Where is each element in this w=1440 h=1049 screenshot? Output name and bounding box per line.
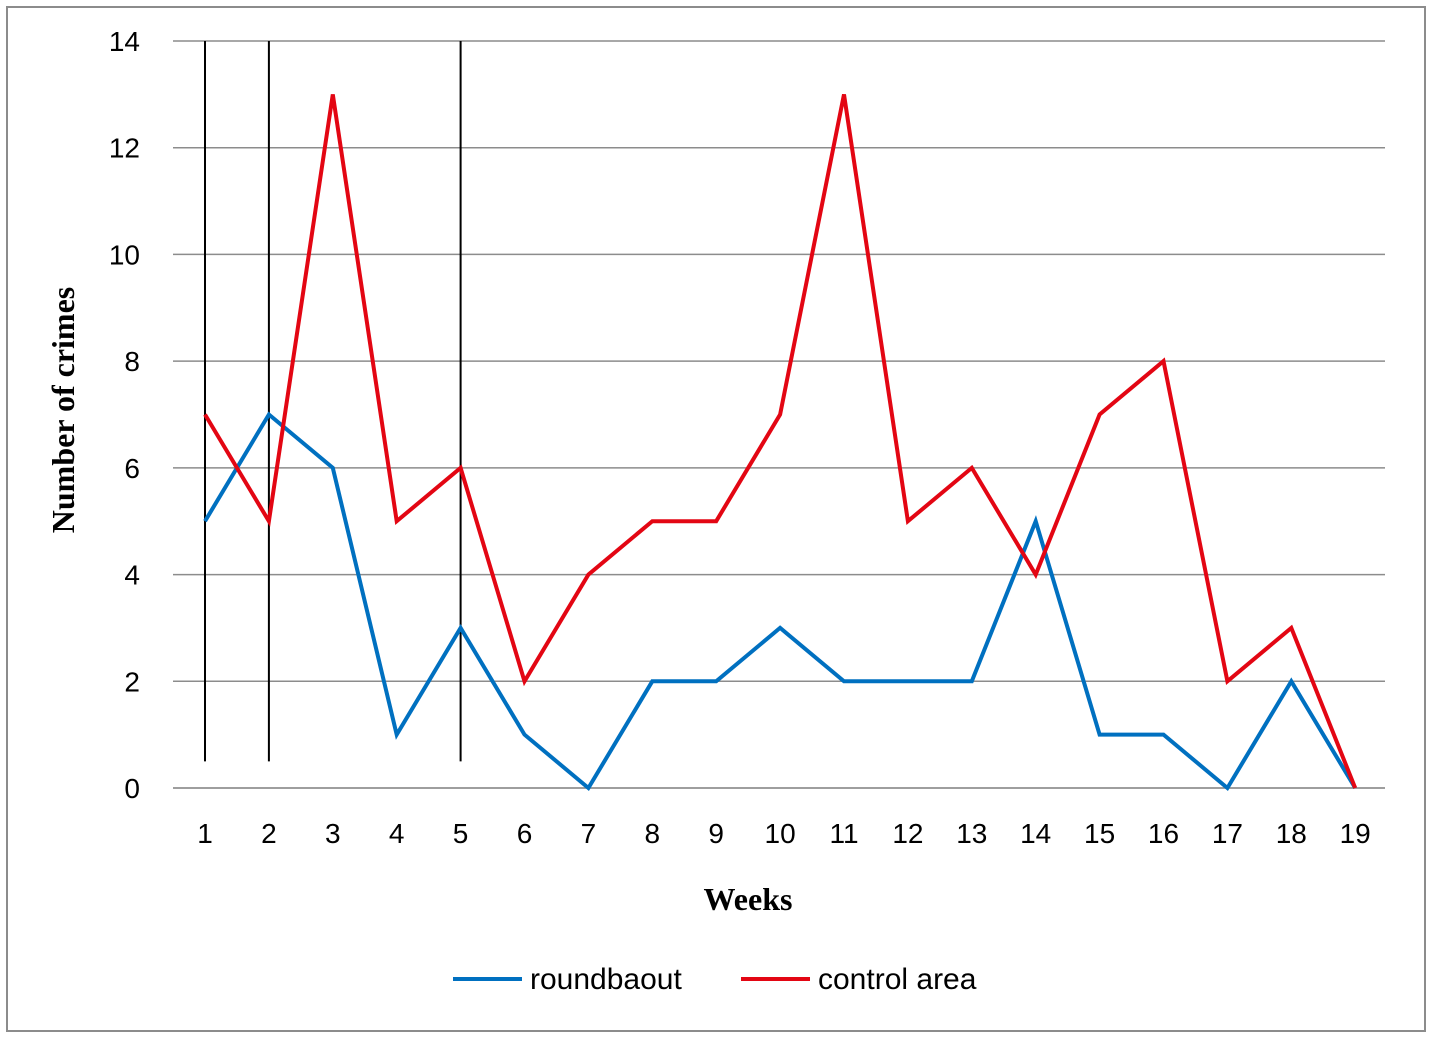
x-tick-label: 8: [645, 818, 661, 849]
legend: roundbaout control area: [453, 963, 977, 996]
x-tick-label: 14: [1020, 818, 1051, 849]
x-tick-label: 9: [708, 818, 724, 849]
marker-lines: [204, 41, 462, 762]
y-tick-label: 14: [109, 26, 140, 57]
x-tick-label: 1: [197, 818, 213, 849]
series-lines: [203, 94, 1358, 792]
x-tick-label: 10: [765, 818, 796, 849]
x-tick-label: 12: [892, 818, 923, 849]
legend-label: roundbaout: [530, 963, 682, 996]
x-tick-label: 18: [1276, 818, 1307, 849]
x-tick-label: 5: [453, 818, 469, 849]
y-axis-title: Number of crimes: [45, 287, 81, 533]
series-line: [203, 411, 1357, 792]
x-tick-label: 11: [829, 818, 858, 849]
legend-label: control area: [818, 963, 977, 996]
y-tick-label: 6: [124, 453, 140, 484]
x-tick-label: 15: [1084, 818, 1115, 849]
gridlines: [173, 40, 1385, 789]
x-tick-labels: 1 2 3 4 5 6 7 8 9 10 11 12 13 14 15 16 17 18 19: [197, 818, 1371, 849]
y-tick-label: 8: [124, 346, 140, 377]
x-tick-label: 19: [1340, 818, 1371, 849]
x-axis-title: Weeks: [704, 881, 793, 917]
series-line: [203, 94, 1358, 789]
x-tick-label: 7: [581, 818, 597, 849]
y-tick-labels: 0 2 4 6 8 10 12 14: [109, 26, 140, 804]
x-tick-label: 4: [389, 818, 405, 849]
x-tick-label: 17: [1212, 818, 1243, 849]
y-tick-label: 4: [124, 560, 140, 591]
y-tick-label: 2: [124, 666, 140, 697]
x-tick-label: 13: [956, 818, 987, 849]
x-tick-label: 6: [517, 818, 533, 849]
y-tick-label: 10: [109, 239, 140, 270]
y-tick-label: 0: [124, 773, 140, 804]
x-tick-label: 2: [261, 818, 277, 849]
x-tick-label: 3: [325, 818, 341, 849]
y-tick-label: 12: [109, 133, 140, 164]
x-tick-label: 16: [1148, 818, 1179, 849]
